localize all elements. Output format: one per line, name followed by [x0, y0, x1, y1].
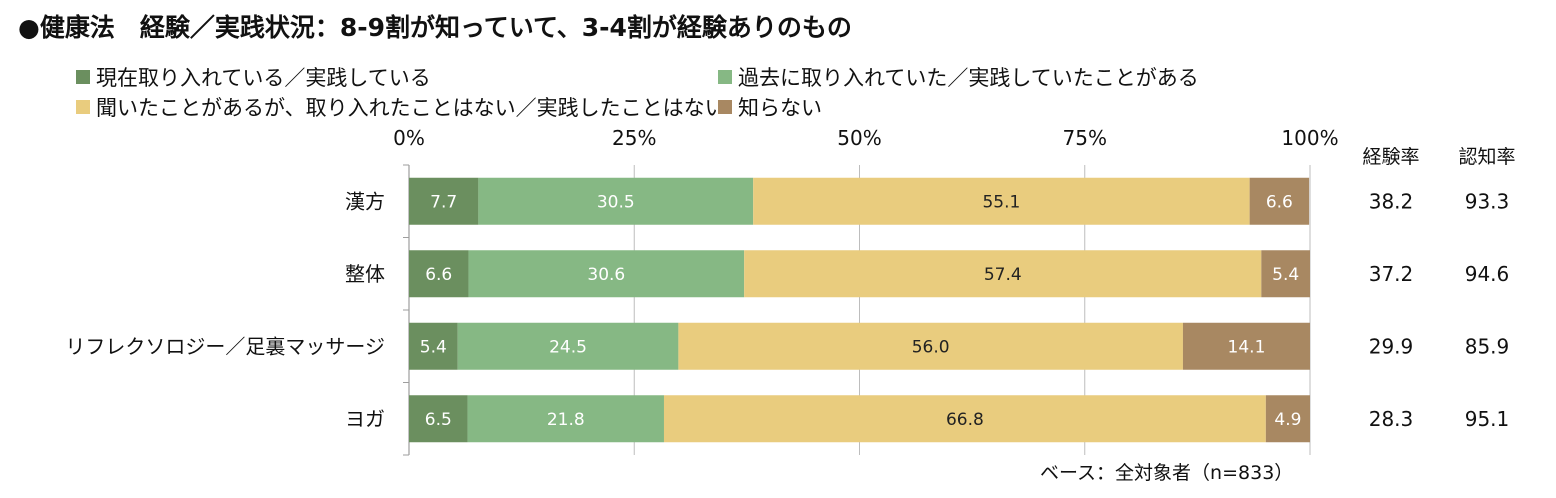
bar-segment	[678, 322, 1183, 370]
category-label: ヨガ	[345, 407, 385, 431]
legend-label: 知らない	[738, 96, 822, 120]
category-label: 整体	[345, 262, 385, 286]
bar-segment	[457, 322, 679, 370]
legend-item-unknown: 知らない	[718, 92, 822, 122]
legend-item-past: 過去に取り入れていた／実践していたことがある	[718, 62, 1199, 92]
bar-segment	[753, 177, 1250, 225]
legend-swatch	[718, 100, 732, 114]
data-label: 66.8	[946, 410, 984, 430]
bar-segment	[663, 395, 1266, 443]
x-tick-label: 75%	[1063, 126, 1107, 150]
x-tick-label: 100%	[1281, 126, 1338, 150]
side-column-value: 94.6	[1465, 262, 1510, 286]
data-label: 30.6	[587, 265, 625, 285]
data-label: 7.7	[430, 192, 457, 212]
data-label: 6.6	[425, 265, 452, 285]
footnote: ベース：全対象者（n=833）	[1040, 462, 1294, 484]
legend-swatch	[76, 70, 90, 84]
x-tick-label: 50%	[837, 126, 881, 150]
legend-swatch	[76, 100, 90, 114]
data-label: 6.5	[425, 410, 452, 430]
data-label: 21.8	[547, 410, 585, 430]
data-label: 5.4	[420, 337, 447, 357]
bar-segment	[409, 177, 479, 225]
data-label: 4.9	[1274, 410, 1301, 430]
legend-swatch	[718, 70, 732, 84]
bar-segment	[1249, 177, 1310, 225]
side-column-value: 93.3	[1465, 189, 1510, 213]
data-label: 5.4	[1272, 265, 1299, 285]
side-column-value: 37.2	[1369, 262, 1414, 286]
legend-item-current: 現在取り入れている／実践している	[76, 62, 431, 92]
data-label: 24.5	[549, 337, 587, 357]
bar-segment	[1265, 395, 1310, 443]
bar-segment	[744, 250, 1262, 298]
x-tick-label: 25%	[612, 126, 656, 150]
legend-label: 現在取り入れている／実践している	[96, 66, 431, 90]
side-column-value: 28.3	[1369, 407, 1414, 431]
side-column-value: 85.9	[1465, 334, 1510, 358]
data-label: 14.1	[1228, 337, 1266, 357]
bar-segment	[409, 322, 458, 370]
category-label: 漢方	[345, 189, 385, 213]
bar-segment	[467, 395, 664, 443]
side-column-value: 38.2	[1369, 189, 1414, 213]
data-label: 56.0	[912, 337, 950, 357]
legend-label: 聞いたことがあるが、取り入れたことはない／実践したことはない	[96, 96, 726, 120]
category-label: リフレクソロジー／足裏マッサージ	[65, 334, 385, 358]
data-label: 30.5	[597, 192, 635, 212]
bar-segment	[1182, 322, 1310, 370]
legend-item-heard: 聞いたことがあるが、取り入れたことはない／実践したことはない	[76, 92, 726, 122]
bar-segment	[409, 250, 469, 298]
data-label: 55.1	[982, 192, 1020, 212]
chart-title: ●健康法 経験／実践状況：8-9割が知っていて、3-4割が経験ありのもの	[18, 13, 852, 42]
side-column-header: 認知率	[1458, 146, 1515, 168]
x-tick-label: 0%	[393, 126, 425, 150]
side-column-value: 95.1	[1465, 407, 1510, 431]
data-label: 57.4	[984, 265, 1022, 285]
bar-segment	[409, 395, 468, 443]
bar-segment	[478, 177, 754, 225]
bar-segment	[468, 250, 745, 298]
side-column-header: 経験率	[1362, 146, 1419, 168]
bar-segment	[1261, 250, 1310, 298]
side-column-value: 29.9	[1369, 334, 1414, 358]
data-label: 6.6	[1266, 192, 1293, 212]
legend-label: 過去に取り入れていた／実践していたことがある	[738, 66, 1199, 90]
